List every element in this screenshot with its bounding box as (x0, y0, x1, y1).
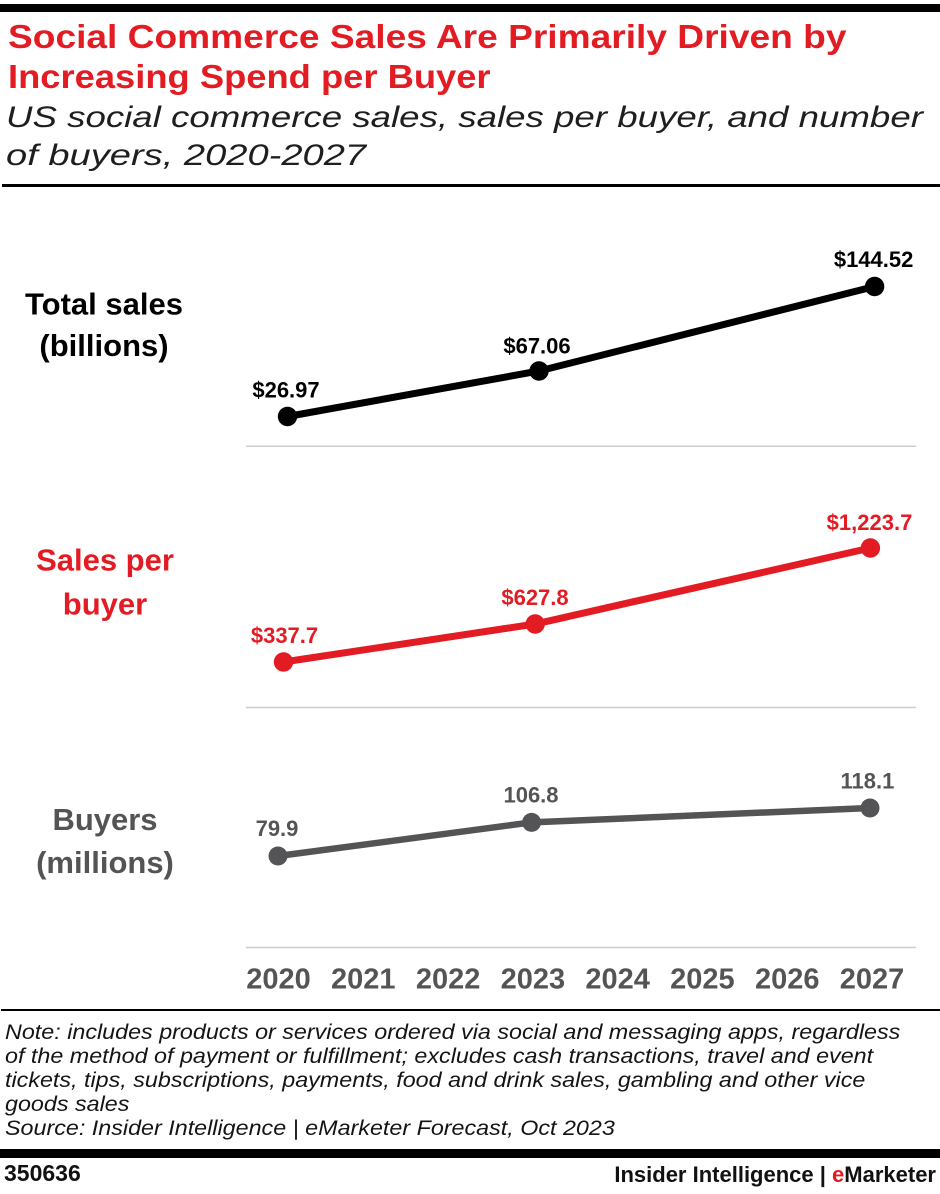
svg-text:(billions): (billions) (39, 328, 168, 363)
svg-text:$627.8: $627.8 (501, 585, 568, 610)
svg-text:Total sales: Total sales (25, 286, 183, 321)
svg-text:2026: 2026 (755, 964, 820, 996)
svg-text:Buyers: Buyers (52, 802, 157, 837)
svg-text:2027: 2027 (840, 964, 905, 996)
svg-text:2020: 2020 (246, 964, 311, 996)
svg-text:2025: 2025 (670, 964, 735, 996)
svg-text:$337.7: $337.7 (251, 623, 318, 648)
svg-text:2022: 2022 (416, 964, 481, 996)
svg-text:$1,223.7: $1,223.7 (827, 510, 913, 535)
svg-text:Sales per: Sales per (36, 542, 174, 577)
svg-text:buyer: buyer (63, 586, 147, 621)
svg-text:$67.06: $67.06 (503, 334, 570, 359)
svg-text:118.1: 118.1 (840, 769, 894, 794)
svg-text:2021: 2021 (331, 964, 396, 996)
svg-text:106.8: 106.8 (503, 782, 558, 807)
svg-text:79.9: 79.9 (256, 816, 299, 841)
svg-text:(millions): (millions) (36, 845, 174, 880)
svg-text:$144.52: $144.52 (834, 247, 914, 272)
svg-text:$26.97: $26.97 (252, 378, 319, 403)
svg-text:2023: 2023 (501, 964, 566, 996)
svg-text:2024: 2024 (585, 964, 650, 996)
